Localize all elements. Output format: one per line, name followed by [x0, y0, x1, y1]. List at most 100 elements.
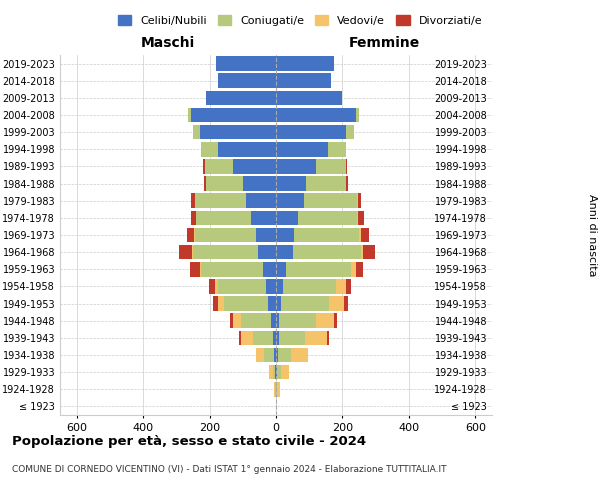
Bar — [274, 348, 276, 362]
Bar — [191, 194, 194, 208]
Bar — [278, 330, 305, 345]
Bar — [358, 194, 361, 208]
Bar — [361, 228, 369, 242]
Bar — [206, 90, 276, 105]
Bar — [280, 314, 316, 328]
Bar — [334, 314, 337, 328]
Bar — [213, 296, 218, 311]
Bar — [281, 365, 289, 380]
Bar — [218, 296, 224, 311]
Bar — [200, 125, 276, 140]
Bar — [272, 365, 275, 380]
Bar — [216, 56, 276, 71]
Bar — [203, 176, 206, 191]
Bar — [201, 142, 218, 156]
Bar — [316, 159, 346, 174]
Bar — [346, 125, 354, 140]
Bar — [191, 210, 196, 225]
Bar — [209, 279, 215, 293]
Bar — [200, 262, 201, 276]
Bar — [364, 245, 375, 260]
Bar — [281, 296, 329, 311]
Bar — [277, 382, 280, 396]
Bar — [286, 262, 351, 276]
Bar — [266, 279, 276, 293]
Bar — [201, 262, 263, 276]
Bar — [253, 330, 272, 345]
Bar — [218, 142, 276, 156]
Bar — [346, 159, 347, 174]
Bar — [251, 210, 276, 225]
Bar — [276, 159, 316, 174]
Text: Anni di nascita: Anni di nascita — [587, 194, 597, 276]
Bar — [277, 365, 281, 380]
Bar — [187, 228, 194, 242]
Bar — [291, 348, 308, 362]
Bar — [191, 108, 276, 122]
Bar — [304, 194, 358, 208]
Bar — [276, 296, 281, 311]
Bar — [276, 56, 334, 71]
Text: Popolazione per età, sesso e stato civile - 2024: Popolazione per età, sesso e stato civil… — [12, 435, 366, 448]
Bar — [258, 245, 276, 260]
Bar — [276, 348, 278, 362]
Bar — [316, 314, 334, 328]
Text: Maschi: Maschi — [141, 36, 195, 50]
Bar — [188, 108, 191, 122]
Bar — [243, 176, 276, 191]
Bar — [215, 279, 218, 293]
Bar — [346, 279, 351, 293]
Bar — [328, 142, 346, 156]
Bar — [271, 314, 276, 328]
Bar — [269, 365, 272, 380]
Bar — [276, 194, 304, 208]
Bar — [206, 176, 243, 191]
Bar — [190, 262, 200, 276]
Bar — [272, 330, 276, 345]
Bar — [327, 330, 329, 345]
Bar — [283, 279, 336, 293]
Bar — [205, 159, 233, 174]
Bar — [359, 228, 361, 242]
Bar — [275, 365, 276, 380]
Bar — [276, 74, 331, 88]
Bar — [246, 194, 276, 208]
Bar — [358, 210, 364, 225]
Bar — [193, 125, 200, 140]
Bar — [361, 245, 364, 260]
Bar — [194, 228, 256, 242]
Bar — [356, 108, 359, 122]
Bar — [268, 296, 276, 311]
Bar — [192, 245, 193, 260]
Bar — [276, 176, 306, 191]
Bar — [276, 330, 278, 345]
Bar — [239, 330, 241, 345]
Bar — [179, 245, 192, 260]
Bar — [293, 245, 361, 260]
Bar — [241, 314, 271, 328]
Bar — [276, 228, 294, 242]
Bar — [233, 314, 241, 328]
Bar — [294, 228, 359, 242]
Bar — [230, 314, 233, 328]
Bar — [344, 296, 348, 311]
Bar — [276, 365, 277, 380]
Bar — [233, 159, 276, 174]
Bar — [218, 74, 276, 88]
Bar — [194, 194, 246, 208]
Bar — [256, 348, 265, 362]
Bar — [203, 159, 205, 174]
Bar — [276, 279, 283, 293]
Bar — [278, 348, 291, 362]
Bar — [276, 125, 346, 140]
Text: Femmine: Femmine — [349, 36, 419, 50]
Bar — [200, 142, 201, 156]
Bar — [351, 262, 356, 276]
Bar — [276, 245, 293, 260]
Legend: Celibi/Nubili, Coniugati/e, Vedovi/e, Divorziati/e: Celibi/Nubili, Coniugati/e, Vedovi/e, Di… — [113, 10, 487, 30]
Bar — [329, 296, 344, 311]
Bar — [346, 176, 349, 191]
Bar — [298, 210, 358, 225]
Bar — [276, 90, 343, 105]
Bar — [193, 245, 258, 260]
